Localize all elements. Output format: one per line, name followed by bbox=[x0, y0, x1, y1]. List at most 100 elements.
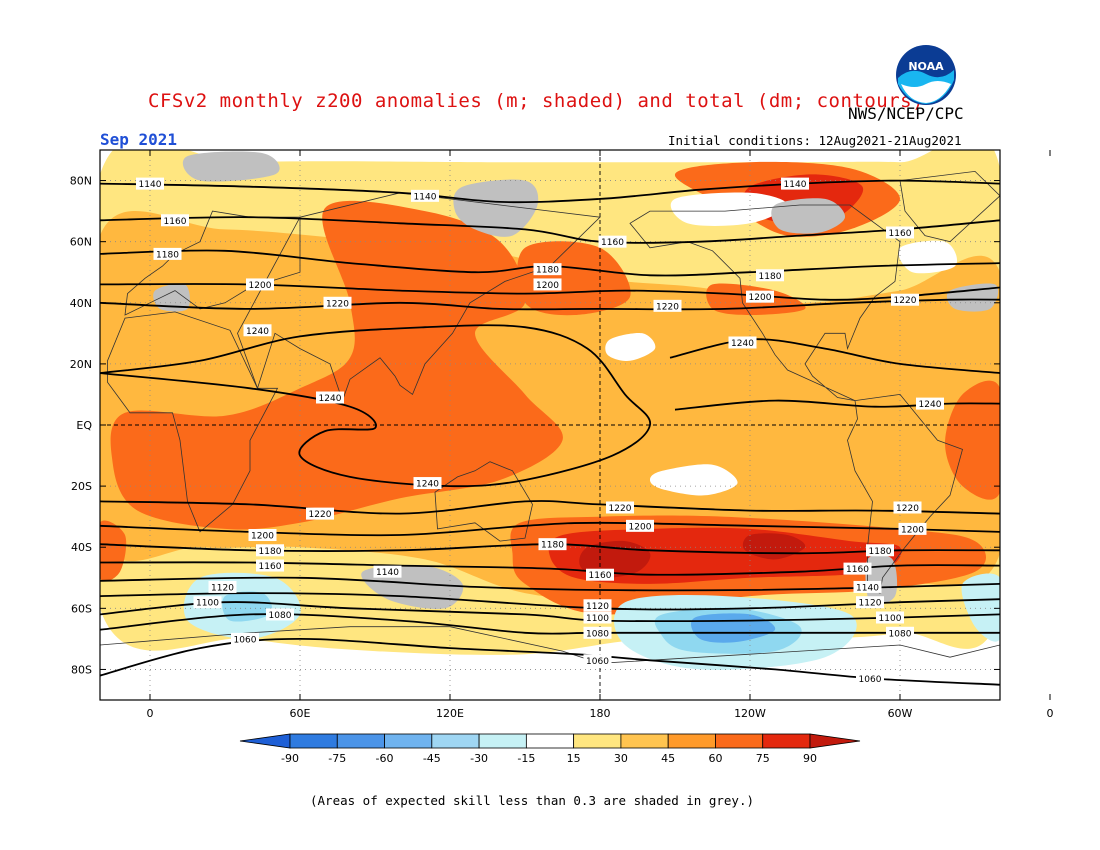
logo-text: NOAA bbox=[908, 60, 944, 73]
colorbar-tick-label: -60 bbox=[376, 752, 394, 765]
contour-label-box bbox=[856, 672, 884, 685]
contour-label: 1220 bbox=[894, 296, 917, 306]
contour-label-box bbox=[243, 324, 272, 337]
contour-1140 bbox=[100, 179, 1000, 204]
contour-label-box bbox=[193, 596, 222, 609]
contour-label-box bbox=[898, 522, 927, 535]
contour-label-box bbox=[256, 559, 284, 572]
contour-label: 1120 bbox=[211, 583, 234, 593]
contour-label: 1220 bbox=[609, 504, 632, 514]
coastlines bbox=[100, 170, 1100, 664]
contour-label: 1180 bbox=[536, 266, 559, 276]
colorbar-tick-label: 60 bbox=[708, 752, 722, 765]
forecast-month: Sep 2021 bbox=[100, 130, 178, 149]
contour-label-box bbox=[248, 529, 277, 541]
contour-label: 1240 bbox=[731, 339, 754, 349]
anomaly-region--15 bbox=[961, 573, 1000, 642]
colorbar-tick-label: 75 bbox=[756, 752, 770, 765]
noaa-logo-icon: NOAA bbox=[896, 45, 956, 105]
anomaly-region-15 bbox=[670, 192, 788, 227]
contour-label-box bbox=[153, 247, 182, 260]
contour-label: 1080 bbox=[269, 611, 292, 621]
colorbar-tick-label: -90 bbox=[281, 752, 299, 765]
colorbar-swatch bbox=[478, 733, 527, 749]
contour-label-box bbox=[886, 626, 914, 639]
colorbar-swatch bbox=[715, 733, 764, 749]
contour-label-box bbox=[598, 235, 627, 248]
contour-label-box bbox=[266, 608, 294, 621]
contour-label-box bbox=[583, 626, 612, 639]
contour-1160 bbox=[100, 216, 1000, 244]
colorbar: -90 -75 -60 -45 -30 -15 15 30 45 60 75 90 bbox=[239, 733, 861, 765]
contour-label-box bbox=[136, 177, 164, 190]
anomaly-region-60 bbox=[110, 200, 563, 530]
colorbar-swatch bbox=[525, 733, 575, 749]
contour-label: 1240 bbox=[319, 394, 342, 404]
contour-label-box bbox=[756, 269, 784, 282]
anomaly-region-60 bbox=[517, 241, 631, 316]
latitude-label: EQ bbox=[76, 419, 92, 432]
longitude-label: 0 bbox=[147, 707, 154, 720]
contour-label-box bbox=[231, 632, 259, 645]
contour-label-box bbox=[161, 214, 189, 227]
colorbar-high-arrow bbox=[809, 733, 861, 749]
contour-label: 1100 bbox=[196, 599, 219, 609]
anomaly-region-60 bbox=[100, 520, 127, 582]
longitude-label: 120E bbox=[436, 707, 464, 720]
contour-label-box bbox=[533, 278, 562, 291]
longitude-label: 0 bbox=[1047, 707, 1054, 720]
anomaly-region-60 bbox=[945, 380, 1000, 500]
contour-label: 1220 bbox=[326, 299, 349, 309]
contour-label: 1200 bbox=[629, 522, 652, 532]
contour-label: 1060 bbox=[859, 675, 882, 685]
contour-label-box bbox=[843, 562, 872, 575]
low-skill-region bbox=[771, 198, 846, 234]
agency-label: NWS/NCEP/CPC bbox=[848, 104, 964, 123]
coastline-antarctica-wrap bbox=[999, 644, 1000, 645]
contour-label-box bbox=[916, 397, 944, 410]
coastline-antarctica bbox=[100, 626, 1000, 664]
contour-label-box bbox=[533, 263, 562, 276]
contour-label: 1060 bbox=[234, 635, 257, 645]
colorbar-tick-label: -45 bbox=[423, 752, 441, 765]
latitude-label: 80N bbox=[70, 175, 92, 188]
contour-label: 1120 bbox=[586, 602, 609, 612]
coastline-asia bbox=[237, 192, 601, 402]
contour-label-box bbox=[586, 568, 614, 581]
contour-label: 1120 bbox=[859, 599, 882, 609]
contour-label-box bbox=[538, 538, 567, 551]
contour-label-box bbox=[411, 189, 439, 202]
contour-label: 1080 bbox=[586, 629, 609, 639]
contour-label: 1240 bbox=[919, 400, 942, 410]
colorbar-swatch bbox=[667, 733, 716, 749]
colorbar-tick-label: 45 bbox=[661, 752, 675, 765]
contour-label: 1060 bbox=[586, 657, 609, 667]
contour-label: 1180 bbox=[259, 547, 282, 557]
contour-label-box bbox=[893, 501, 922, 514]
contour-label: 1080 bbox=[889, 629, 912, 639]
contour-label: 1240 bbox=[246, 327, 269, 337]
colorbar-swatch bbox=[431, 733, 480, 749]
colorbar-tick-label: -30 bbox=[470, 752, 488, 765]
contour-label-box bbox=[728, 336, 757, 349]
contour-label-box bbox=[606, 501, 634, 514]
latitude-label: 40N bbox=[70, 297, 92, 310]
contour-1080 bbox=[100, 613, 1000, 635]
graticule bbox=[100, 150, 1000, 700]
contour-label-box bbox=[246, 278, 274, 291]
contour-label: 1200 bbox=[536, 281, 559, 291]
coastline-africa bbox=[107, 311, 279, 533]
contour-label-box bbox=[876, 611, 904, 624]
contour-1240 bbox=[100, 324, 651, 488]
colorbar-swatch bbox=[620, 733, 669, 749]
low-skill-region bbox=[153, 283, 190, 312]
colorbar-tick-label: 15 bbox=[567, 752, 581, 765]
contour-label: 1140 bbox=[856, 583, 879, 593]
initial-conditions: Initial conditions: 12Aug2021-21Aug2021 bbox=[668, 133, 962, 148]
colorbar-swatch bbox=[573, 733, 622, 749]
contour-1220 bbox=[100, 500, 1000, 515]
contour-1240 bbox=[674, 399, 1000, 411]
coastline-europe-wrap bbox=[1025, 211, 1100, 315]
contour-label-box bbox=[583, 611, 612, 624]
